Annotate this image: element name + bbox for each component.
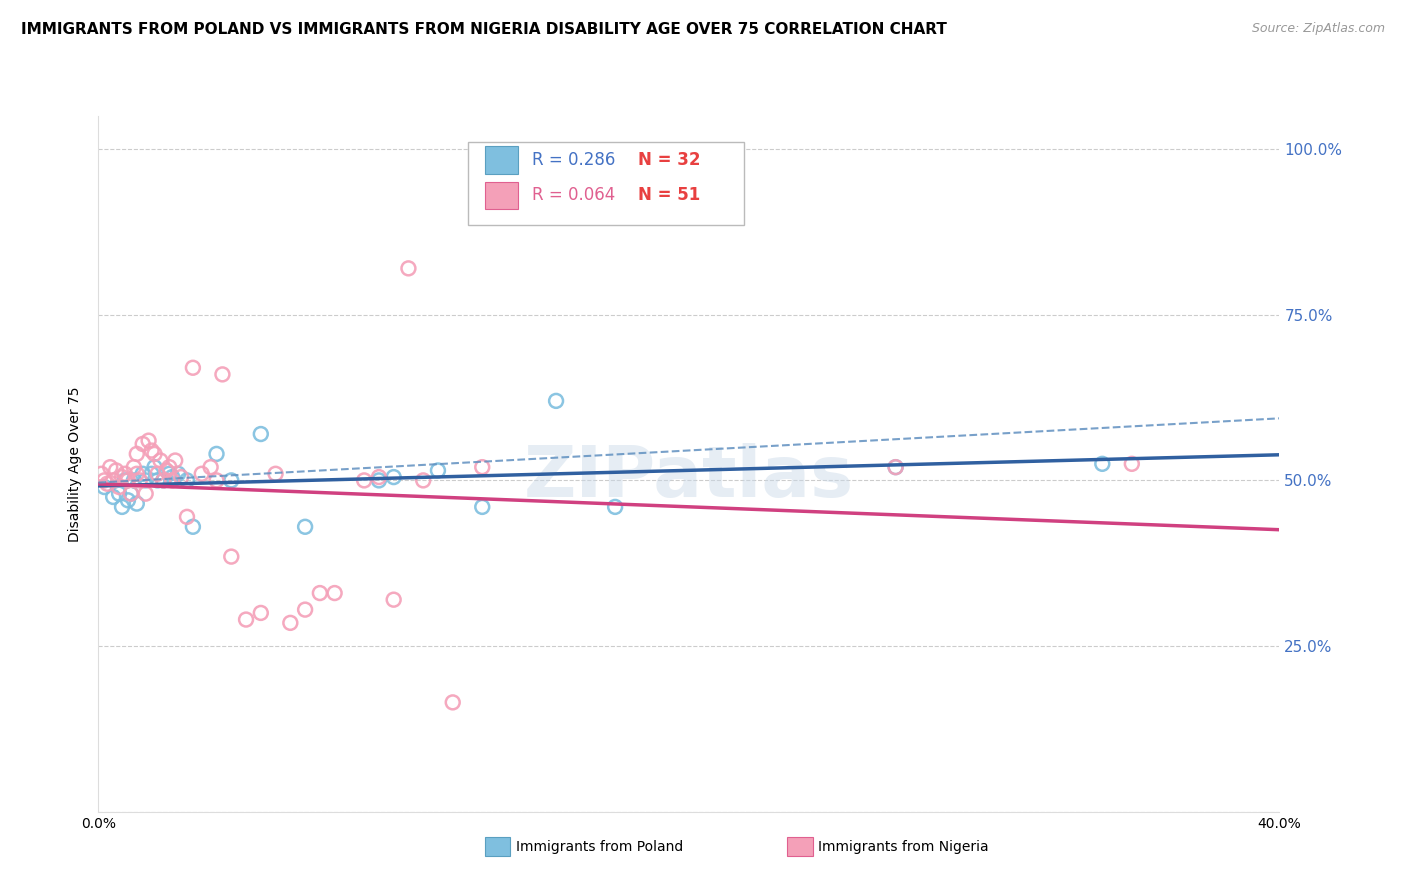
Point	[219, 549, 242, 564]
Point	[111, 500, 134, 514]
Point	[108, 486, 131, 500]
Point	[108, 480, 131, 494]
Point	[546, 393, 568, 408]
FancyBboxPatch shape	[485, 146, 517, 174]
Point	[152, 474, 174, 488]
Point	[120, 486, 142, 500]
Point	[152, 474, 174, 488]
Point	[146, 467, 169, 481]
Point	[155, 463, 177, 477]
Point	[146, 474, 169, 488]
Point	[122, 460, 145, 475]
Point	[162, 470, 183, 484]
Point	[149, 453, 172, 467]
Point	[141, 443, 163, 458]
Point	[294, 602, 316, 616]
Point	[90, 467, 112, 481]
Point	[191, 467, 214, 481]
Point	[143, 460, 166, 475]
Point	[135, 486, 157, 500]
Point	[181, 360, 204, 375]
Text: IMMIGRANTS FROM POLAND VS IMMIGRANTS FROM NIGERIA DISABILITY AGE OVER 75 CORRELA: IMMIGRANTS FROM POLAND VS IMMIGRANTS FRO…	[21, 22, 948, 37]
Point	[114, 467, 136, 481]
Point	[412, 474, 434, 488]
Point	[200, 460, 222, 475]
Point	[382, 592, 405, 607]
Point	[120, 486, 142, 500]
Text: R = 0.064: R = 0.064	[531, 186, 614, 204]
Point	[382, 470, 405, 484]
FancyBboxPatch shape	[468, 143, 744, 225]
Text: R = 0.286: R = 0.286	[531, 152, 616, 169]
Point	[176, 474, 198, 488]
Point	[114, 474, 136, 488]
Point	[471, 460, 494, 475]
Point	[103, 490, 125, 504]
Point	[235, 613, 257, 627]
Point	[96, 476, 118, 491]
Point	[138, 434, 160, 448]
Point	[165, 453, 187, 467]
Point	[117, 474, 139, 488]
Point	[1121, 457, 1143, 471]
Point	[93, 474, 115, 488]
Point	[211, 368, 233, 382]
FancyBboxPatch shape	[485, 182, 517, 210]
Point	[157, 460, 180, 475]
Point	[368, 470, 391, 484]
Point	[605, 500, 627, 514]
Point	[427, 463, 450, 477]
Point	[294, 520, 316, 534]
Point	[93, 480, 115, 494]
Point	[471, 500, 494, 514]
Point	[264, 467, 287, 481]
Point	[98, 460, 121, 475]
Text: N = 32: N = 32	[638, 152, 700, 169]
Point	[205, 474, 228, 488]
Point	[132, 467, 155, 481]
Point	[309, 586, 332, 600]
Point	[167, 467, 190, 481]
Point	[125, 447, 148, 461]
Point	[125, 467, 148, 481]
Point	[181, 520, 204, 534]
Point	[125, 497, 148, 511]
Point	[219, 474, 242, 488]
Point	[162, 474, 183, 488]
Text: ZIPatlas: ZIPatlas	[524, 443, 853, 512]
Point	[1091, 457, 1114, 471]
Point	[103, 474, 125, 488]
Point	[141, 467, 163, 481]
Point	[368, 474, 391, 488]
Text: N = 51: N = 51	[638, 186, 700, 204]
Point	[170, 470, 193, 484]
Point	[323, 586, 346, 600]
Point	[132, 437, 155, 451]
Point	[250, 606, 273, 620]
Point	[250, 427, 273, 442]
Point	[128, 474, 150, 488]
Point	[122, 474, 145, 488]
Text: Immigrants from Nigeria: Immigrants from Nigeria	[818, 839, 988, 854]
Point	[157, 467, 180, 481]
Point	[884, 460, 907, 475]
Point	[105, 463, 128, 477]
Point	[278, 615, 302, 630]
Point	[353, 474, 375, 488]
Text: Immigrants from Poland: Immigrants from Poland	[516, 839, 683, 854]
Point	[205, 447, 228, 461]
Point	[135, 474, 157, 488]
Point	[117, 493, 139, 508]
Y-axis label: Disability Age Over 75: Disability Age Over 75	[69, 386, 83, 541]
Point	[884, 460, 907, 475]
Point	[176, 509, 198, 524]
Point	[143, 447, 166, 461]
Point	[396, 261, 419, 276]
Point	[441, 695, 464, 709]
Text: Source: ZipAtlas.com: Source: ZipAtlas.com	[1251, 22, 1385, 36]
Point	[111, 470, 134, 484]
